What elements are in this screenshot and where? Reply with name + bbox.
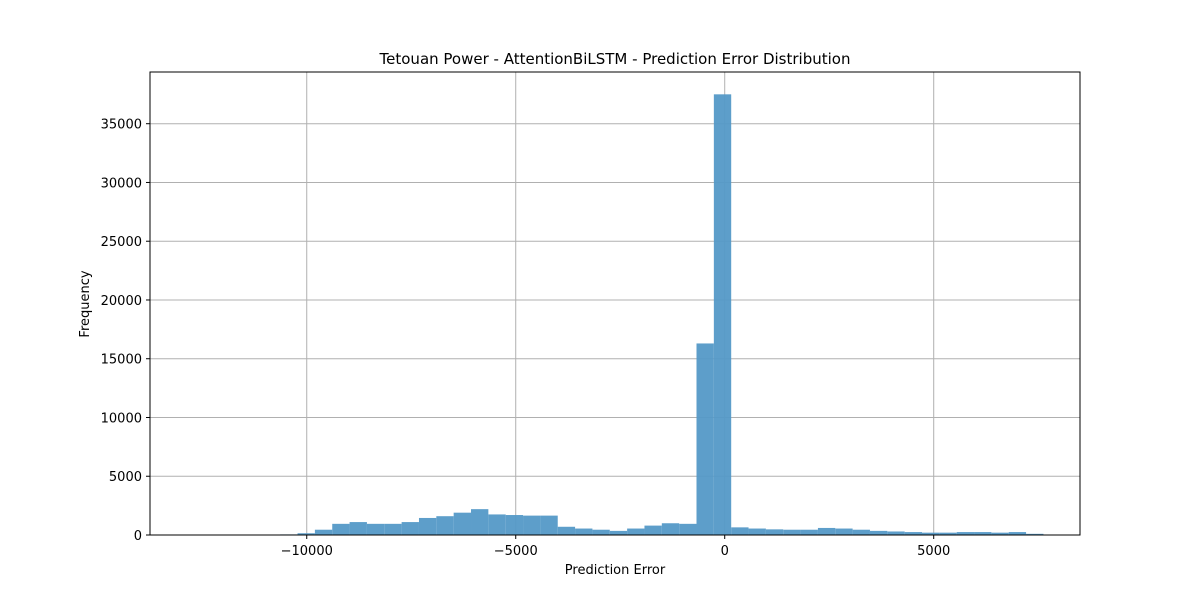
x-tick-label: 0 [721, 544, 729, 559]
axis-ticks: −10000 −5000 0 5000 0 5000 10000 15000 20000 2500… [101, 118, 951, 559]
histogram-bar [835, 528, 853, 535]
x-tick-label: −10000 [281, 544, 333, 559]
histogram-bar [922, 532, 940, 535]
histogram-bar [314, 529, 333, 535]
histogram-bar [366, 523, 385, 535]
histogram-bar [332, 523, 350, 535]
histogram-bar [748, 528, 766, 535]
histogram-bar [471, 509, 489, 535]
histogram-bar [1008, 532, 1027, 535]
x-axis-label: Prediction Error [565, 563, 666, 578]
y-tick-label: 0 [134, 529, 142, 544]
y-tick-label: 30000 [101, 176, 142, 191]
histogram-bar [401, 522, 419, 535]
histogram-bar [869, 530, 888, 535]
histogram-bar [817, 527, 836, 535]
histogram-bar [523, 515, 541, 535]
histogram-bar [297, 533, 315, 535]
histogram-bar [939, 532, 957, 535]
histogram-bar [679, 523, 697, 535]
chart-title: Tetouan Power - AttentionBiLSTM - Predic… [379, 50, 851, 68]
x-tick-label: −5000 [494, 544, 538, 559]
y-tick-label: 25000 [101, 235, 142, 250]
histogram-bar [592, 529, 610, 535]
histogram-bar [575, 528, 593, 535]
histogram-bar [505, 515, 524, 535]
histogram-bar [557, 526, 576, 535]
histogram-bar [731, 527, 749, 535]
histogram-bar [488, 514, 506, 535]
histogram-bar [956, 532, 975, 535]
histogram-bar [1026, 533, 1044, 535]
y-tick-label: 20000 [101, 294, 142, 309]
histogram-bar [713, 94, 732, 536]
plot-frame [149, 71, 1081, 536]
histogram-bar [887, 531, 905, 535]
histogram-bar [349, 522, 367, 535]
histogram-bar [800, 529, 818, 535]
histogram-bar [540, 515, 558, 535]
histogram-bar [627, 528, 645, 535]
histogram-bar [418, 517, 437, 535]
x-tick-label: 5000 [917, 544, 950, 559]
histogram-bar [974, 532, 992, 535]
histogram-bar [991, 532, 1009, 535]
histogram-bar [852, 529, 870, 535]
histogram-bar [384, 523, 402, 535]
histogram-bar [661, 523, 680, 535]
y-axis-label: Frequency [78, 270, 93, 337]
y-tick-label: 15000 [101, 353, 142, 368]
y-tick-label: 35000 [101, 118, 142, 133]
histogram-bar [783, 529, 801, 535]
histogram-bar [436, 516, 454, 535]
y-tick-label: 10000 [101, 411, 142, 426]
histogram-bar [453, 512, 472, 535]
y-tick-label: 5000 [109, 470, 142, 485]
histogram-bar [644, 525, 662, 535]
histogram-bar [904, 532, 923, 535]
histogram-bar [765, 529, 784, 535]
histogram-bar [609, 530, 628, 535]
histogram-bars [193, 94, 1061, 536]
histogram-bar [696, 343, 714, 535]
